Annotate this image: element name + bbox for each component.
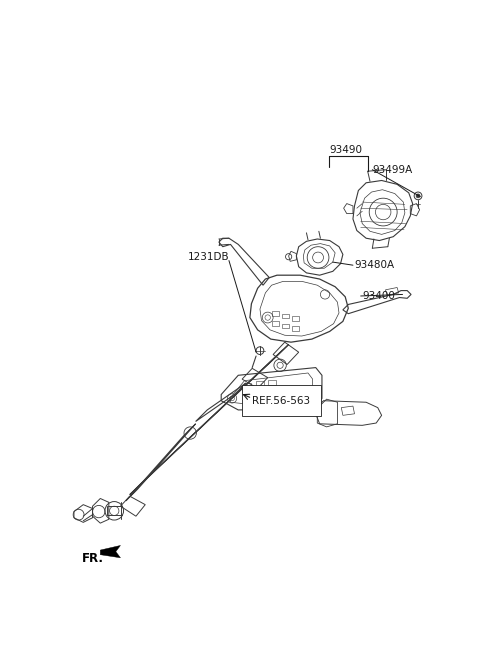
Text: 93480A: 93480A bbox=[355, 260, 395, 270]
Text: 93490: 93490 bbox=[329, 145, 362, 154]
Text: REF.56-563: REF.56-563 bbox=[252, 396, 311, 406]
Text: 93499A: 93499A bbox=[372, 165, 413, 175]
Circle shape bbox=[416, 194, 420, 198]
Text: FR.: FR. bbox=[82, 552, 104, 565]
Text: 1231DB: 1231DB bbox=[187, 252, 229, 263]
Polygon shape bbox=[100, 545, 120, 558]
Text: 93400: 93400 bbox=[362, 291, 395, 301]
